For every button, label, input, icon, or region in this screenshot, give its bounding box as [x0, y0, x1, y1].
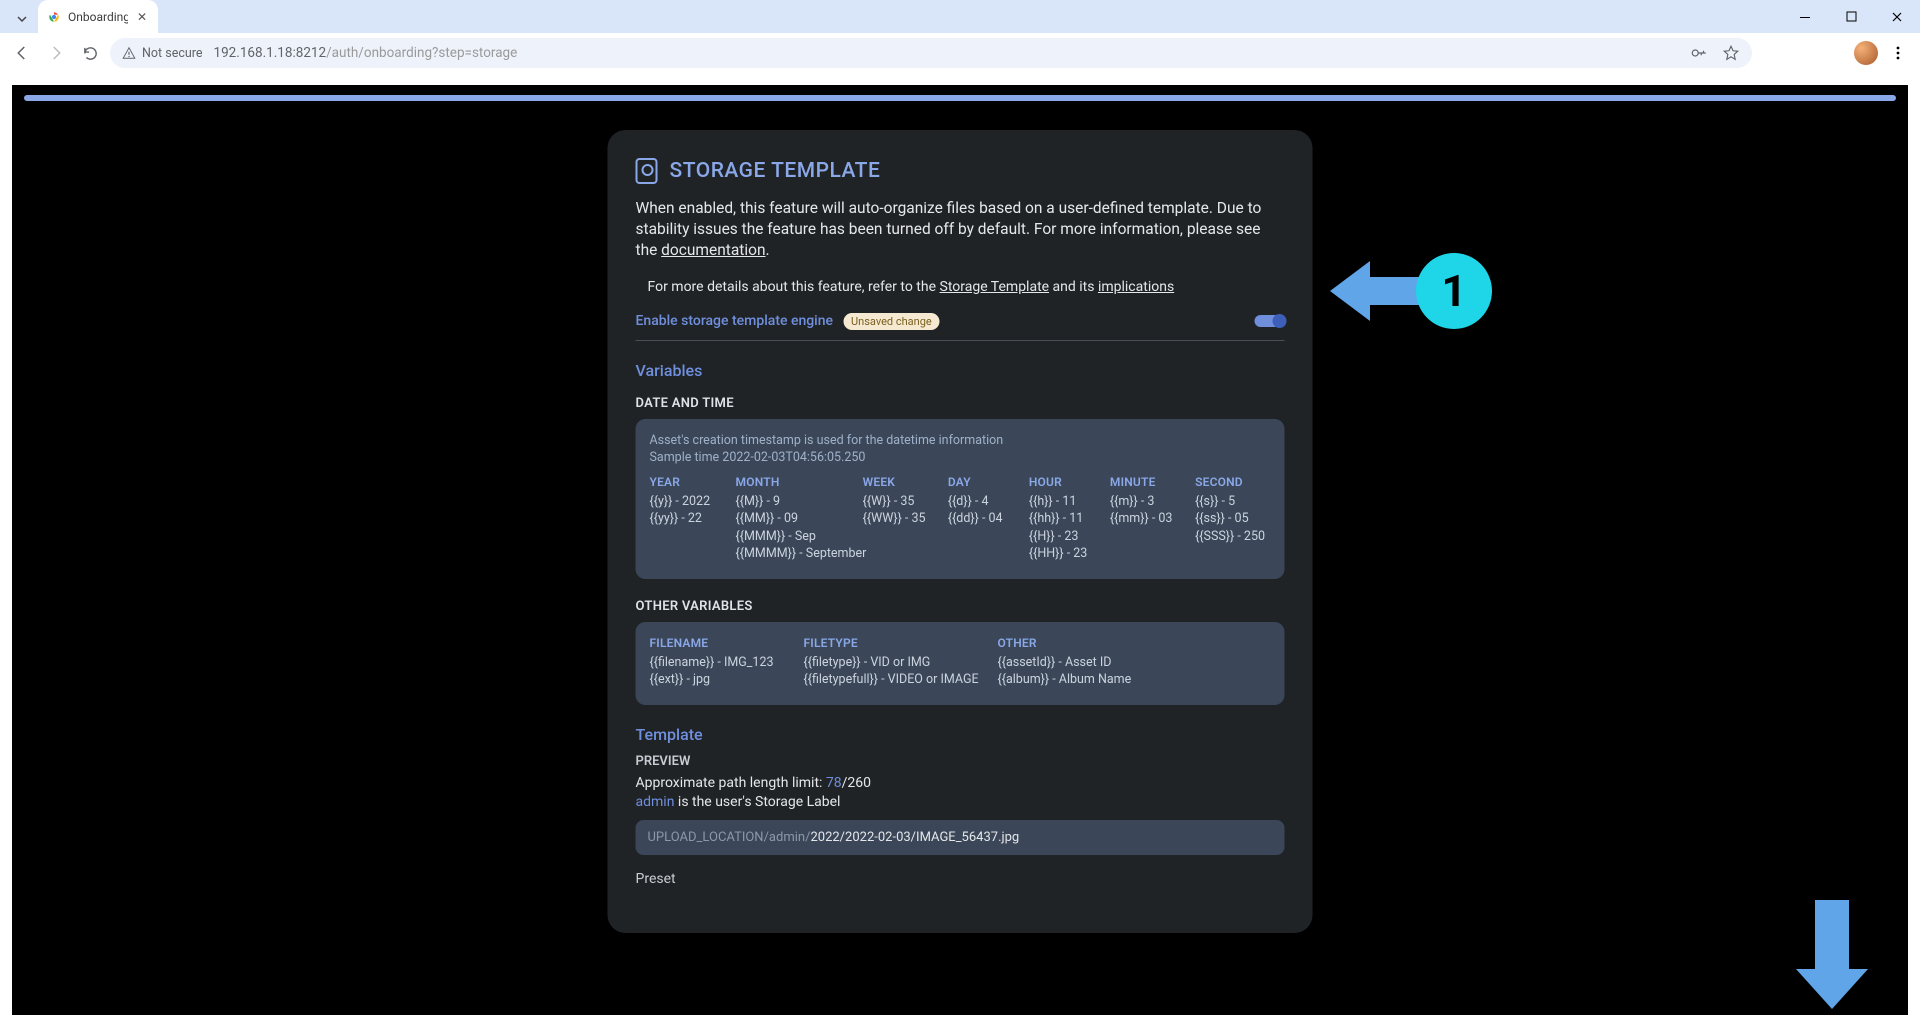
- security-label: Not secure: [142, 46, 203, 61]
- forward-button[interactable]: [42, 39, 70, 67]
- variable-item: {{HH}} - 23: [1029, 545, 1096, 563]
- storage-template-card: STORAGE TEMPLATE When enabled, this feat…: [608, 130, 1313, 933]
- variable-item: {{MM}} - 09: [736, 510, 849, 528]
- password-key-icon[interactable]: [1690, 44, 1708, 62]
- storage-template-link[interactable]: Storage Template: [940, 279, 1050, 295]
- hint-line-2: Sample time 2022-02-03T04:56:05.250: [650, 450, 1271, 467]
- variables-heading: Variables: [636, 361, 1285, 380]
- address-bar[interactable]: Not secure 192.168.1.18:8212/auth/onboar…: [110, 38, 1752, 68]
- tab-close-icon[interactable]: ✕: [134, 9, 150, 25]
- preview-path-box: UPLOAD_LOCATION/admin/2022/2022-02-03/IM…: [636, 820, 1285, 855]
- path-limit-line: Approximate path length limit: 78/260: [636, 775, 1285, 791]
- security-indicator[interactable]: Not secure: [122, 46, 206, 61]
- annotation-arrow-1: 1: [1330, 253, 1492, 329]
- app-root: STORAGE TEMPLATE When enabled, this feat…: [12, 85, 1908, 1015]
- profile-avatar[interactable]: [1854, 41, 1878, 65]
- other-variables-heading: OTHER VARIABLES: [636, 599, 1285, 614]
- storage-label-line: admin is the user's Storage Label: [636, 794, 1285, 810]
- hint-line-1: Asset's creation timestamp is used for t…: [650, 433, 1271, 450]
- variable-item: {{hh}} - 11: [1029, 510, 1096, 528]
- browser-toolbar: Not secure 192.168.1.18:8212/auth/onboar…: [0, 33, 1920, 73]
- variable-item: {{SSS}} - 250: [1195, 528, 1270, 546]
- variable-item: {{filename}} - IMG_123: [650, 654, 790, 672]
- subnote: For more details about this feature, ref…: [648, 279, 1285, 295]
- variable-item: {{WW}} - 35: [863, 510, 934, 528]
- variable-item: {{d}} - 4: [948, 493, 1015, 511]
- browser-tab[interactable]: Onboarding ✕: [38, 0, 158, 33]
- annotation-number: 1: [1416, 253, 1492, 329]
- unsaved-change-badge: Unsaved change: [843, 313, 940, 330]
- reload-button[interactable]: [76, 39, 104, 67]
- variable-item: {{M}} - 9: [736, 493, 849, 511]
- variable-item: {{m}} - 3: [1110, 493, 1181, 511]
- other-variables-panel: FILENAME{{filename}} - IMG_123{{ext}} - …: [636, 622, 1285, 705]
- variable-item: {{mm}} - 03: [1110, 510, 1181, 528]
- preset-heading: Preset: [636, 871, 1285, 887]
- date-time-heading: DATE AND TIME: [636, 396, 1285, 411]
- variable-item: {{filetype}} - VID or IMG: [804, 654, 984, 672]
- back-button[interactable]: [8, 39, 36, 67]
- variable-item: {{h}} - 11: [1029, 493, 1096, 511]
- variable-item: {{s}} - 5: [1195, 493, 1270, 511]
- variable-item: {{album}} - Album Name: [998, 671, 1178, 689]
- storage-template-icon: [636, 158, 658, 184]
- window-close-button[interactable]: [1874, 0, 1920, 33]
- warning-icon: [122, 46, 136, 60]
- variable-item: {{ss}} - 05: [1195, 510, 1270, 528]
- variable-item: {{assetId}} - Asset ID: [998, 654, 1178, 672]
- window-controls: [1782, 0, 1920, 33]
- bookmark-star-icon[interactable]: [1722, 44, 1740, 62]
- variable-item: {{y}} - 2022: [650, 493, 722, 511]
- page-viewport: STORAGE TEMPLATE When enabled, this feat…: [0, 73, 1920, 1027]
- tab-search-dropdown[interactable]: [6, 5, 38, 33]
- browser-menu-button[interactable]: [1884, 39, 1912, 67]
- preview-heading: PREVIEW: [636, 754, 1285, 769]
- page-title: STORAGE TEMPLATE: [670, 159, 881, 183]
- enable-toggle-row: Enable storage template engine Unsaved c…: [636, 313, 1285, 341]
- template-heading: Template: [636, 725, 1285, 744]
- tab-title: Onboarding: [68, 10, 128, 24]
- variable-item: {{MMMM}} - September: [736, 545, 849, 563]
- toggle-label: Enable storage template engine: [636, 313, 834, 329]
- annotation-arrow-down: [1796, 900, 1868, 1009]
- variable-item: {{dd}} - 04: [948, 510, 1015, 528]
- window-titlebar: Onboarding ✕: [0, 0, 1920, 33]
- documentation-link[interactable]: documentation: [661, 241, 765, 259]
- tab-favicon-icon: [46, 9, 62, 25]
- page-description: When enabled, this feature will auto-org…: [636, 198, 1285, 261]
- enable-storage-template-toggle[interactable]: [1255, 314, 1285, 328]
- datetime-variables-panel: Asset's creation timestamp is used for t…: [636, 419, 1285, 579]
- variable-item: {{H}} - 23: [1029, 528, 1096, 546]
- variable-item: {{MMM}} - Sep: [736, 528, 849, 546]
- window-minimize-button[interactable]: [1782, 0, 1828, 33]
- variable-item: {{yy}} - 22: [650, 510, 722, 528]
- url-text: 192.168.1.18:8212/auth/onboarding?step=s…: [214, 45, 518, 61]
- onboarding-progress-bar: [24, 95, 1896, 101]
- variable-item: {{filetypefull}} - VIDEO or IMAGE: [804, 671, 984, 689]
- variable-item: {{W}} - 35: [863, 493, 934, 511]
- implications-link[interactable]: implications: [1098, 279, 1174, 295]
- variable-item: {{ext}} - jpg: [650, 671, 790, 689]
- window-maximize-button[interactable]: [1828, 0, 1874, 33]
